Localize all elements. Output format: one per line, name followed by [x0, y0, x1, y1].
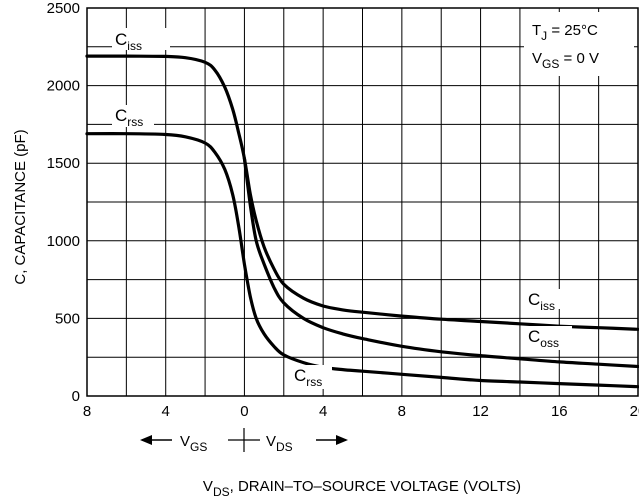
- vds-direction-label: VDS: [266, 433, 293, 454]
- y-tick-label: 2500: [47, 0, 80, 17]
- crss-right-label: Crss: [294, 366, 322, 389]
- ciss-right-label: Ciss: [528, 290, 555, 313]
- x-tick-label: 8: [83, 403, 91, 420]
- series-line-coss: [242, 156, 639, 369]
- x-axis-label: VDS, DRAIN–TO–SOURCE VOLTAGE (VOLTS): [203, 478, 521, 499]
- x-tick-label: 20: [630, 403, 639, 420]
- x-tick-label: 16: [551, 403, 568, 420]
- y-axis-label: C, CAPACITANCE (pF): [12, 129, 29, 284]
- axis-direction-note: VGS VDS: [140, 428, 348, 454]
- curves: [85, 54, 639, 389]
- conditions-box: TJ = 25°C VGS = 0 V: [524, 12, 634, 76]
- plot-frame: [86, 7, 639, 397]
- y-tick-label: 1500: [47, 155, 80, 172]
- crss-right-label-group: Crss: [292, 365, 332, 389]
- series-line-crss: [85, 132, 639, 389]
- y-tick-label: 2000: [47, 78, 80, 95]
- y-tick-label: 500: [55, 310, 80, 327]
- left-arrow-head: [140, 435, 152, 445]
- y-tick-label: 0: [72, 388, 80, 405]
- x-tick-labels: 8 4 0 4 8 12 16 20: [83, 403, 639, 420]
- x-tick-label: 8: [398, 403, 406, 420]
- vgs-condition: VGS = 0 V: [532, 50, 599, 71]
- ciss-right-label-group: Ciss: [526, 289, 568, 313]
- ciss-right-label-bg: [526, 289, 568, 309]
- y-tick-label: 1000: [47, 233, 80, 250]
- ciss-left-label-group: Ciss: [112, 28, 170, 53]
- x-tick-label: 12: [472, 403, 489, 420]
- right-arrow-head: [336, 435, 348, 445]
- coss-right-label: Coss: [528, 327, 559, 350]
- crss-left-label: Crss: [115, 106, 143, 129]
- coss-right-label-bg: [526, 326, 572, 350]
- x-tick-label: 4: [162, 403, 170, 420]
- crss-right-label-bg: [292, 365, 332, 389]
- ciss-left-label: Ciss: [115, 30, 142, 53]
- vgs-direction-label: VGS: [180, 433, 207, 454]
- series-line-ciss: [85, 54, 639, 331]
- conditions-background: [524, 12, 634, 76]
- crss-left-label-group: Crss: [112, 105, 154, 129]
- x-tick-label: 4: [319, 403, 327, 420]
- x-tick-label: 0: [240, 403, 248, 420]
- tj-condition: TJ = 25°C: [532, 22, 598, 43]
- ciss-left-label-bg: [112, 28, 170, 50]
- crss-left-label-bg: [112, 105, 154, 127]
- y-tick-labels: 0 500 1000 1500 2000 2500: [47, 0, 80, 405]
- coss-right-label-group: Coss: [526, 326, 572, 350]
